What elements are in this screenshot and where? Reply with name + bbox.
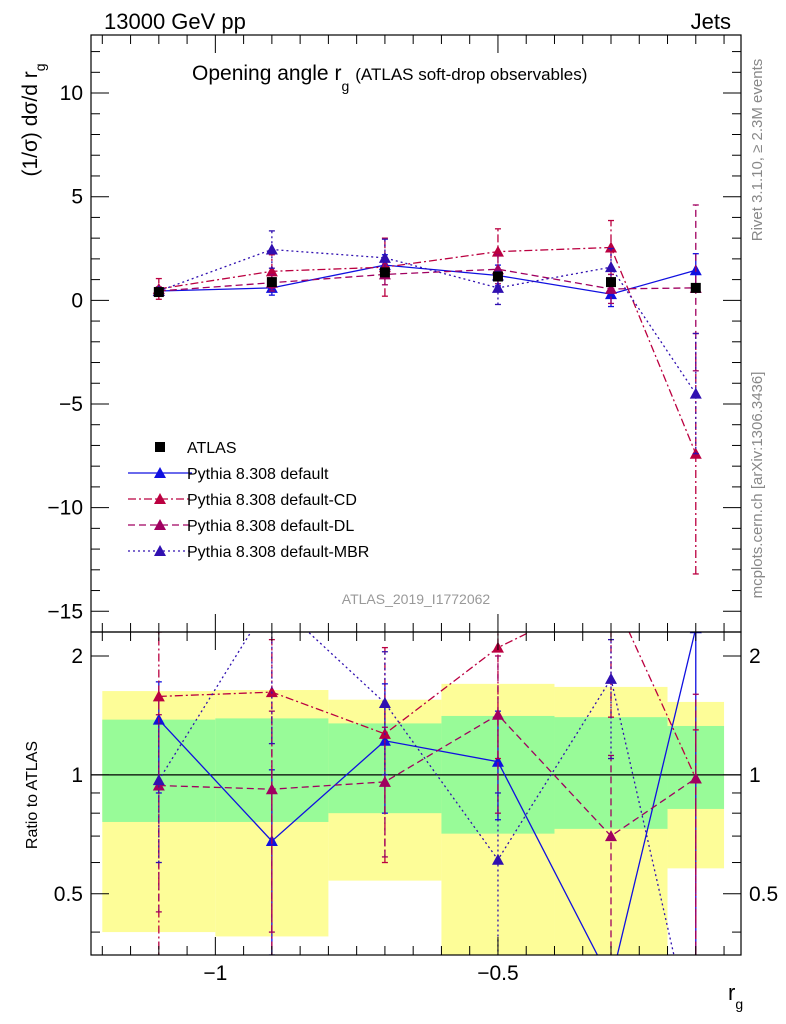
ratio-point-pythia-8-308-default-mbr-2: [378, 697, 391, 709]
ratio-point-pythia-8-308-default-dl-5: [689, 772, 702, 784]
x-tick-label: −0.5: [477, 962, 518, 985]
x-tick-label: −1: [203, 962, 227, 985]
ratio-point-pythia-8-308-default-dl-3: [491, 708, 504, 720]
main-point-atlas-3: [492, 271, 503, 282]
y-tick-label: 0: [71, 289, 83, 312]
chart-title-main: Opening angle r: [192, 62, 341, 85]
main-point-pythia-8-308-default-mbr-1: [265, 243, 278, 255]
main-line-pythia-8-308-default-cd: [158, 246, 697, 454]
legend-marker-pythia-8-308-default-cd: [154, 493, 166, 504]
ratio-line-pythia-8-308-default: [158, 632, 696, 955]
ratio-panel-frame: [90, 631, 742, 956]
ratio-point-pythia-8-308-default-dl-1: [265, 783, 278, 795]
ratio-point-pythia-8-308-default-mbr-4: [605, 672, 617, 684]
ratio-point-pythia-8-308-default-cd-4: [605, 586, 617, 597]
x-axis-label-subscript: g: [735, 996, 743, 1012]
main-point-pythia-8-308-default-mbr-4: [605, 261, 617, 273]
legend-marker-pythia-8-308-default-dl: [154, 519, 166, 530]
y-tick-label: −10: [47, 497, 83, 520]
header-energy-label: 13000 GeV pp: [104, 9, 246, 34]
ratio-tick-label-right: 2: [749, 645, 761, 668]
legend-label-pythia-8-308-default: Pythia 8.308 default: [187, 466, 329, 483]
ratio-point-pythia-8-308-default-mbr-3: [491, 853, 504, 865]
ratio-tick-label-left: 2: [71, 645, 83, 668]
main-point-pythia-8-308-default-cd-4: [605, 241, 617, 253]
main-point-pythia-8-308-default-cd-3: [491, 245, 504, 257]
legend-marker-pythia-8-308-default: [154, 467, 166, 478]
main-point-atlas-2: [379, 267, 390, 278]
chart-title-suffix: (ATLAS soft-drop observables): [355, 65, 587, 84]
ratio-point-pythia-8-308-default-dl-2: [378, 775, 391, 787]
legend-label-pythia-8-308-default-mbr: Pythia 8.308 default-MBR: [187, 544, 369, 561]
main-point-atlas-1: [266, 277, 277, 288]
y-tick-label: 10: [60, 82, 83, 105]
main-panel-series: [152, 204, 702, 575]
legend: ATLAS Pythia 8.308 default Pythia 8.308 de…: [128, 440, 369, 561]
header-process-label: Jets: [691, 9, 731, 34]
ratio-point-pythia-8-308-default-3: [491, 755, 504, 767]
y-axis-label-main: (1/σ) dσ/d r: [19, 71, 42, 176]
ratio-tick-label-right: 0.5: [749, 883, 778, 906]
rivet-version-label: Rivet 3.1.10, ≥ 2.3M events: [749, 59, 766, 242]
main-point-pythia-8-308-default-dl-4: [605, 282, 617, 294]
axes: −15 −10 −5 0 5 10 −1 −0.5 0.5 0.5 1 1 2 2: [47, 35, 778, 985]
ratio-uncertainty-bands: [91, 683, 741, 955]
ratio-tick-label-left: 1: [71, 764, 83, 787]
main-point-pythia-8-308-default-mbr-3: [491, 281, 504, 293]
y-tick-label: 5: [71, 186, 83, 209]
main-point-pythia-8-308-default-mbr-5: [689, 387, 702, 399]
y-tick-label: −5: [59, 393, 83, 416]
ratio-line-pythia-8-308-default-dl: [158, 713, 697, 837]
ratio-line-pythia-8-308-default-cd: [158, 632, 697, 779]
main-point-pythia-8-308-default-mbr-2: [378, 251, 391, 263]
main-point-atlas-0: [153, 287, 164, 298]
legend-marker-atlas: [155, 442, 165, 452]
x-axis-label-main: r: [728, 980, 735, 1005]
chart-title: Opening angle rg (ATLAS soft-drop observa…: [192, 62, 587, 94]
legend-label-pythia-8-308-default-dl: Pythia 8.308 default-DL: [187, 518, 354, 535]
main-line-pythia-8-308-default: [158, 264, 696, 295]
ratio-tick-label-right: 1: [749, 764, 761, 787]
main-point-pythia-8-308-default-cd-1: [265, 265, 278, 277]
x-axis-label: rg: [728, 980, 743, 1012]
ratio-point-pythia-8-308-default-dl-4: [605, 830, 617, 842]
main-point-atlas-5: [690, 282, 701, 293]
legend-marker-pythia-8-308-default-mbr: [154, 545, 166, 556]
y-tick-label: −15: [47, 600, 83, 623]
y-axis-label: (1/σ) dσ/d rg: [19, 63, 48, 176]
legend-label-atlas: ATLAS: [187, 440, 237, 457]
ratio-panel-series: [152, 586, 702, 986]
ratio-point-pythia-8-308-default-mbr-0: [152, 774, 165, 786]
mcplots-reference-label: mcplots.cern.ch [arXiv:1306.3436]: [749, 372, 766, 599]
main-panel-frame: [90, 34, 742, 633]
ratio-tick-label-left: 0.5: [54, 883, 83, 906]
ratio-point-pythia-8-308-default-mbr-1: [266, 592, 278, 603]
y-axis-label-subscript: g: [32, 63, 48, 71]
ratio-point-pythia-8-308-default-cd-0: [152, 690, 165, 702]
chart-title-subscript: g: [341, 78, 349, 94]
ratio-point-pythia-8-308-default-4: [605, 975, 617, 986]
ratio-axis-label: Ratio to ATLAS: [24, 741, 41, 849]
main-point-atlas-4: [606, 277, 616, 288]
legend-label-pythia-8-308-default-cd: Pythia 8.308 default-CD: [187, 492, 357, 509]
main-line-pythia-8-308-default-mbr: [158, 248, 697, 394]
analysis-watermark: ATLAS_2019_I1772062: [342, 591, 491, 607]
